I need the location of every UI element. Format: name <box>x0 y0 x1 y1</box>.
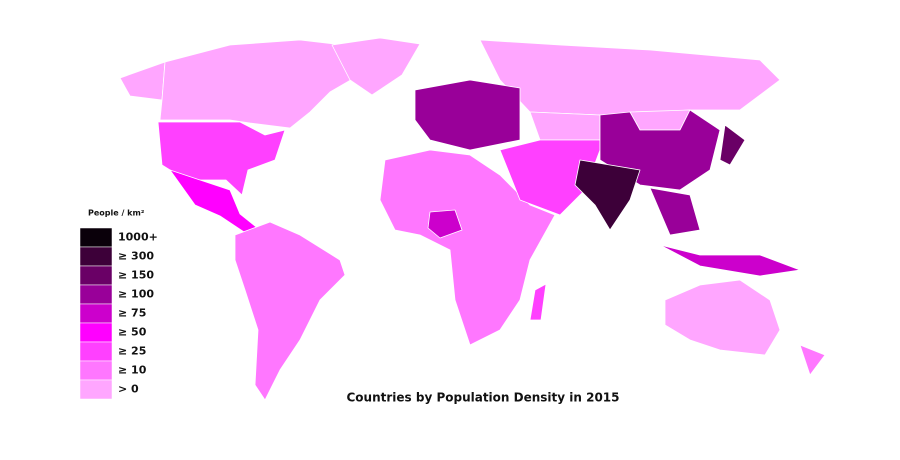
canada <box>159 39 369 129</box>
map-title: Countries by Population Density in 2015 <box>346 391 619 405</box>
legend-label: ≥ 25 <box>118 345 146 358</box>
legend-swatch <box>79 379 113 400</box>
legend: 1000+ ≥ 300 ≥ 150 ≥ 100 ≥ 75 ≥ 50 ≥ 25 ≥ 10 > 0 <box>79 227 158 400</box>
southeast-asia <box>649 187 701 236</box>
russia <box>479 39 781 116</box>
africa <box>379 149 556 346</box>
south-america <box>234 221 346 401</box>
legend-label: > 0 <box>118 383 139 396</box>
countries <box>119 37 826 401</box>
legend-label: ≥ 100 <box>118 288 154 301</box>
legend-swatch <box>79 227 113 248</box>
nigeria <box>427 209 463 239</box>
legend-label: ≥ 150 <box>118 269 154 282</box>
usa <box>157 121 286 196</box>
europe <box>414 79 521 151</box>
kazakhstan <box>529 111 601 141</box>
new-zealand <box>799 344 826 376</box>
legend-swatch <box>79 360 113 381</box>
alaska <box>119 61 166 101</box>
legend-label: ≥ 75 <box>118 307 146 320</box>
indonesia <box>659 244 801 277</box>
legend-swatch <box>79 284 113 305</box>
mongolia <box>629 109 691 131</box>
legend-swatch <box>79 265 113 286</box>
legend-swatch <box>79 246 113 267</box>
madagascar <box>529 283 547 321</box>
legend-swatch <box>79 341 113 362</box>
legend-label: 1000+ <box>118 231 158 244</box>
legend-label: ≥ 50 <box>118 326 147 339</box>
legend-swatch <box>79 303 113 324</box>
india <box>574 159 641 231</box>
japan <box>719 124 746 166</box>
legend-title: People / km² <box>88 209 145 218</box>
australia <box>664 279 781 356</box>
legend-label: ≥ 10 <box>118 364 147 377</box>
legend-label: ≥ 300 <box>118 250 154 263</box>
greenland <box>331 37 421 96</box>
legend-swatch <box>79 322 113 343</box>
